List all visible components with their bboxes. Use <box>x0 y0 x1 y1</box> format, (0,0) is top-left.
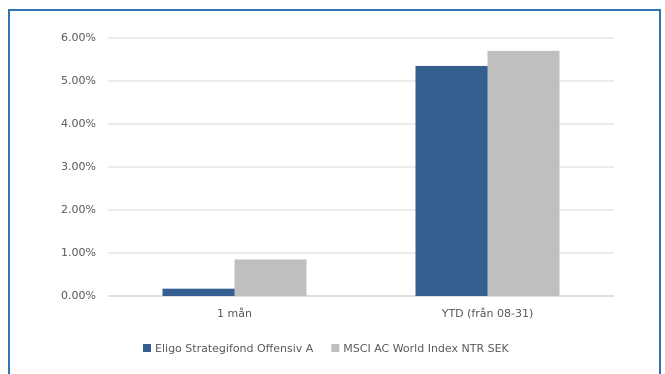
legend-label: MSCI AC World Index NTR SEK <box>343 342 509 355</box>
y-tick-label: 2.00% <box>61 203 96 216</box>
legend-swatch <box>331 344 340 352</box>
y-tick-label: 1.00% <box>61 246 96 259</box>
frame <box>8 9 661 374</box>
y-tick-label: 6.00% <box>61 31 96 44</box>
y-tick-label: 0.00% <box>61 289 96 302</box>
bar <box>234 259 307 296</box>
bar <box>487 50 560 297</box>
y-tick-label: 3.00% <box>61 160 96 173</box>
x-tick-label: YTD (från 08-31) <box>441 307 534 320</box>
x-tick-label: 1 mån <box>217 307 252 320</box>
bar <box>415 65 488 296</box>
y-tick-label: 4.00% <box>61 117 96 130</box>
bar <box>162 288 235 296</box>
legend-label: Eligo Strategifond Offensiv A <box>155 342 314 355</box>
y-tick-label: 5.00% <box>61 74 96 87</box>
legend-swatch <box>143 344 151 352</box>
